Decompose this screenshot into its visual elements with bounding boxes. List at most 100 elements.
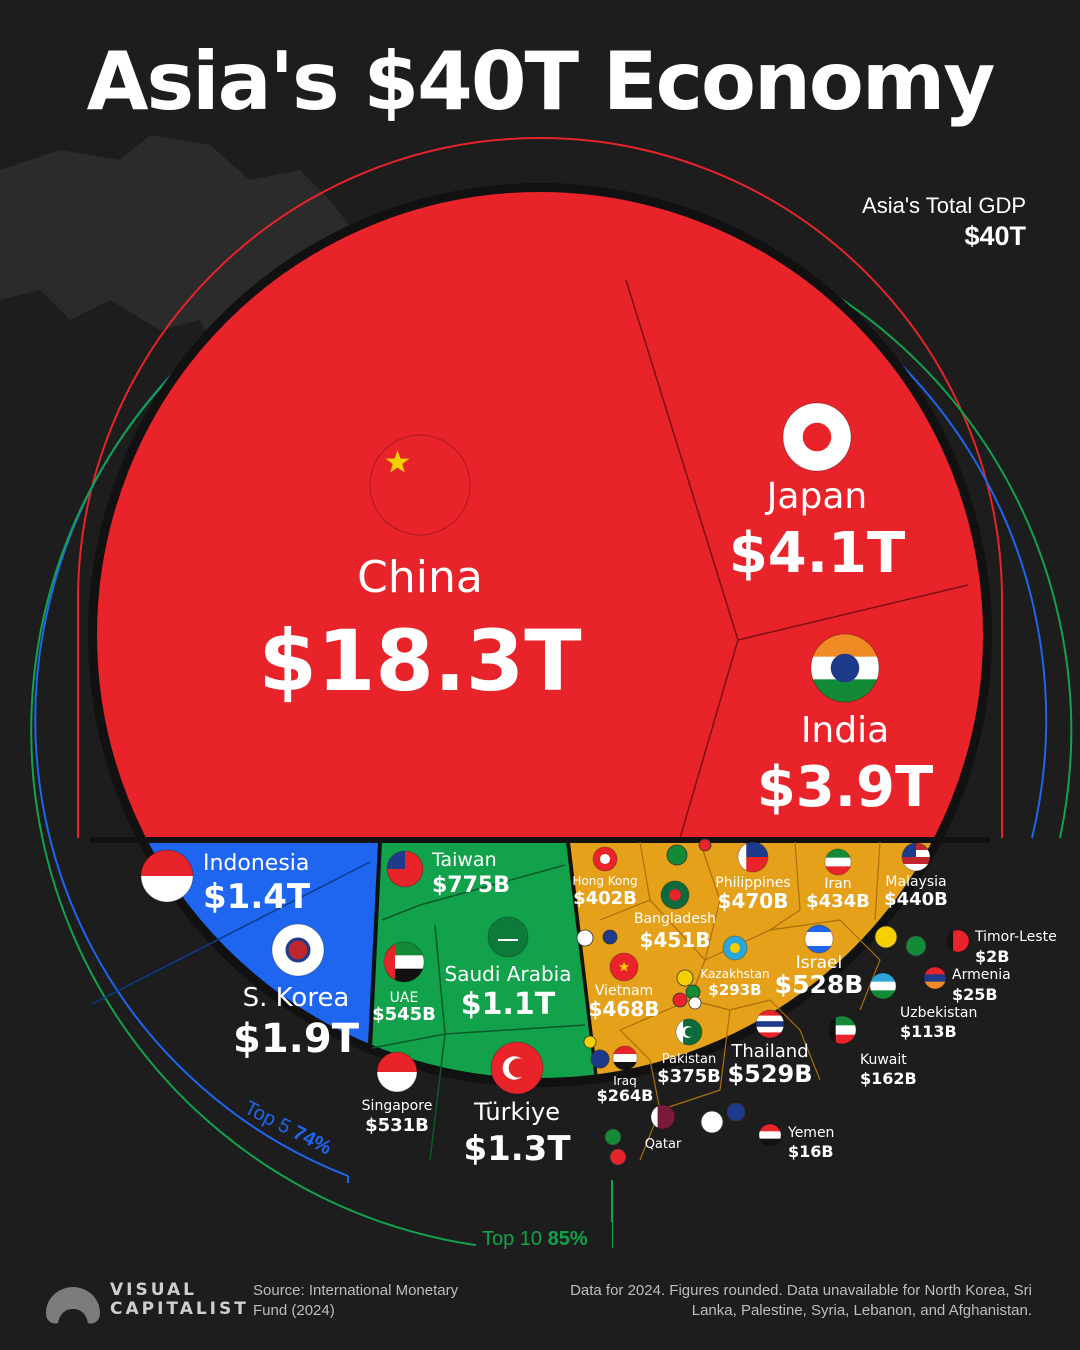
small-flag-icon: [672, 992, 688, 1008]
philippines-flag-icon: [737, 841, 769, 873]
indonesia-flag-icon: [140, 849, 194, 903]
malaysia-flag-icon: [901, 842, 931, 872]
india-gdp-label: $3.9T: [757, 755, 933, 820]
singapore-name-label: Singapore: [362, 1098, 433, 1114]
total-gdp-value: $40T: [964, 221, 1026, 251]
small-flag-icon: [905, 935, 927, 957]
uae-flag-icon: [383, 941, 425, 983]
top10-dividers: [371, 864, 586, 1161]
taiwan-gdp-label: $775B: [432, 873, 510, 898]
philippines-gdp-label: $470B: [718, 889, 789, 913]
visual-capitalist-wordmark: VISUAL CAPITALIST: [110, 1280, 249, 1319]
small-flag-icon: [590, 1049, 610, 1069]
small-flag-icon: [685, 984, 701, 1000]
iran-name-label: Iran: [824, 876, 851, 892]
china-name-label: China: [357, 552, 483, 603]
israel-name-label: Israel: [796, 953, 842, 973]
kazakhstan-name-label: Kazakhstan: [700, 967, 769, 981]
taiwan-name-label: Taiwan: [431, 849, 497, 871]
hong-kong-flag-icon: [592, 846, 618, 872]
small-flag-icon: [604, 1128, 622, 1146]
source-note: Source: International Monetary Fund (202…: [253, 1282, 459, 1319]
hong-kong-gdp-label: $402B: [573, 888, 637, 909]
south-korea-flag-icon: [271, 923, 325, 977]
uae-gdp-label: $545B: [372, 1004, 436, 1025]
vietnam-name-label: Vietnam: [595, 983, 653, 999]
top3-bracket: [77, 137, 1003, 838]
indonesia-name-label: Indonesia: [203, 851, 309, 876]
qatar-name-label: Qatar: [645, 1137, 682, 1152]
thailand-flag-icon: [755, 1009, 785, 1039]
china-flag-icon: [369, 434, 471, 536]
qatar-flag-icon: [650, 1104, 676, 1130]
iraq-gdp-label: $264B: [597, 1086, 654, 1105]
small-flag-icon: [700, 1110, 724, 1134]
vietnam-gdp-label: $468B: [589, 997, 660, 1021]
thailand-name-label: Thailand: [730, 1041, 808, 1062]
visual-capitalist-logo-icon: [46, 1287, 100, 1324]
singapore-gdp-label: $531B: [365, 1115, 429, 1136]
top10-label: Top 10 85%: [482, 1228, 588, 1250]
japan-gdp-label: $4.1T: [729, 521, 905, 586]
israel-gdp-label: $528B: [775, 970, 864, 999]
saudi-arabia-flag-icon: [487, 916, 529, 958]
top10-region: [366, 842, 606, 1080]
kazakhstan-flag-icon: [722, 935, 748, 961]
yemen-gdp-label: $16B: [788, 1142, 834, 1161]
small-flag-icon: [602, 929, 618, 945]
data-note: Data for 2024. Figures rounded. Data una…: [570, 1282, 1032, 1319]
pakistan-name-label: Pakistan: [662, 1052, 716, 1067]
uzbekistan-flag-icon: [869, 972, 897, 1000]
total-gdp-box: Asia's Total GDP $40T: [862, 193, 1026, 252]
bangladesh-gdp-label: $451B: [640, 928, 711, 952]
t-rkiye-name-label: Türkiye: [473, 1098, 560, 1126]
thailand-gdp-label: $529B: [727, 1060, 812, 1088]
singapore-flag-icon: [376, 1051, 418, 1093]
turkey-flag-icon: [490, 1041, 544, 1095]
small-flag-icon: [576, 929, 594, 947]
small-flag-icon: [676, 969, 694, 987]
small-flag-icon: [666, 844, 688, 866]
small-flag-icon: [726, 1102, 746, 1122]
japan-flag-icon: [782, 402, 852, 472]
yemen-name-label: Yemen: [787, 1125, 834, 1141]
armenia-flag-icon: [923, 966, 947, 990]
small-flag-icon: [688, 996, 702, 1010]
pakistan-flag-icon: [675, 1018, 703, 1046]
iran-flag-icon: [824, 848, 852, 876]
kuwait-flag-icon: [827, 1015, 857, 1045]
uzbekistan-gdp-label: $113B: [900, 1022, 957, 1041]
footer: VISUAL CAPITALIST Source: International …: [0, 1275, 1080, 1335]
yemen-flag-icon: [758, 1123, 782, 1147]
small-flag-icon: [609, 1148, 627, 1166]
iran-gdp-label: $434B: [806, 891, 870, 912]
s-korea-name-label: S. Korea: [243, 983, 350, 1013]
taiwan-flag-icon: [386, 850, 424, 888]
bangladesh-flag-icon: [660, 880, 690, 910]
hong-kong-name-label: Hong Kong: [572, 874, 637, 888]
saudi-arabia-name-label: Saudi Arabia: [445, 962, 572, 986]
uae-name-label: UAE: [390, 990, 419, 1006]
t-rkiye-gdp-label: $1.3T: [463, 1129, 571, 1169]
armenia-name-label: Armenia: [952, 967, 1011, 983]
top3-dividers: [625, 279, 969, 839]
japan-name-label: Japan: [765, 476, 867, 517]
timor-leste-name-label: Timor-Leste: [974, 929, 1057, 945]
pakistan-gdp-label: $375B: [657, 1066, 721, 1087]
small-flag-icon: [698, 838, 712, 852]
timor-leste-flag-icon: [946, 929, 970, 953]
chart-title: Asia's $40T Economy: [86, 35, 996, 128]
vietnam-flag-icon: [609, 952, 639, 982]
small-flag-icon: [583, 1035, 597, 1049]
iraq-name-label: Iraq: [613, 1074, 636, 1088]
uzbekistan-name-label: Uzbekistan: [900, 1005, 977, 1021]
rest-dividers: [599, 841, 881, 1161]
kazakhstan-gdp-label: $293B: [708, 981, 761, 999]
india-flag-icon: [810, 633, 880, 703]
small-flag-icon: [874, 925, 898, 949]
s-korea-gdp-label: $1.9T: [233, 1016, 360, 1062]
india-name-label: India: [801, 710, 889, 751]
timor-leste-gdp-label: $2B: [975, 947, 1009, 966]
kuwait-name-label: Kuwait: [860, 1052, 907, 1068]
